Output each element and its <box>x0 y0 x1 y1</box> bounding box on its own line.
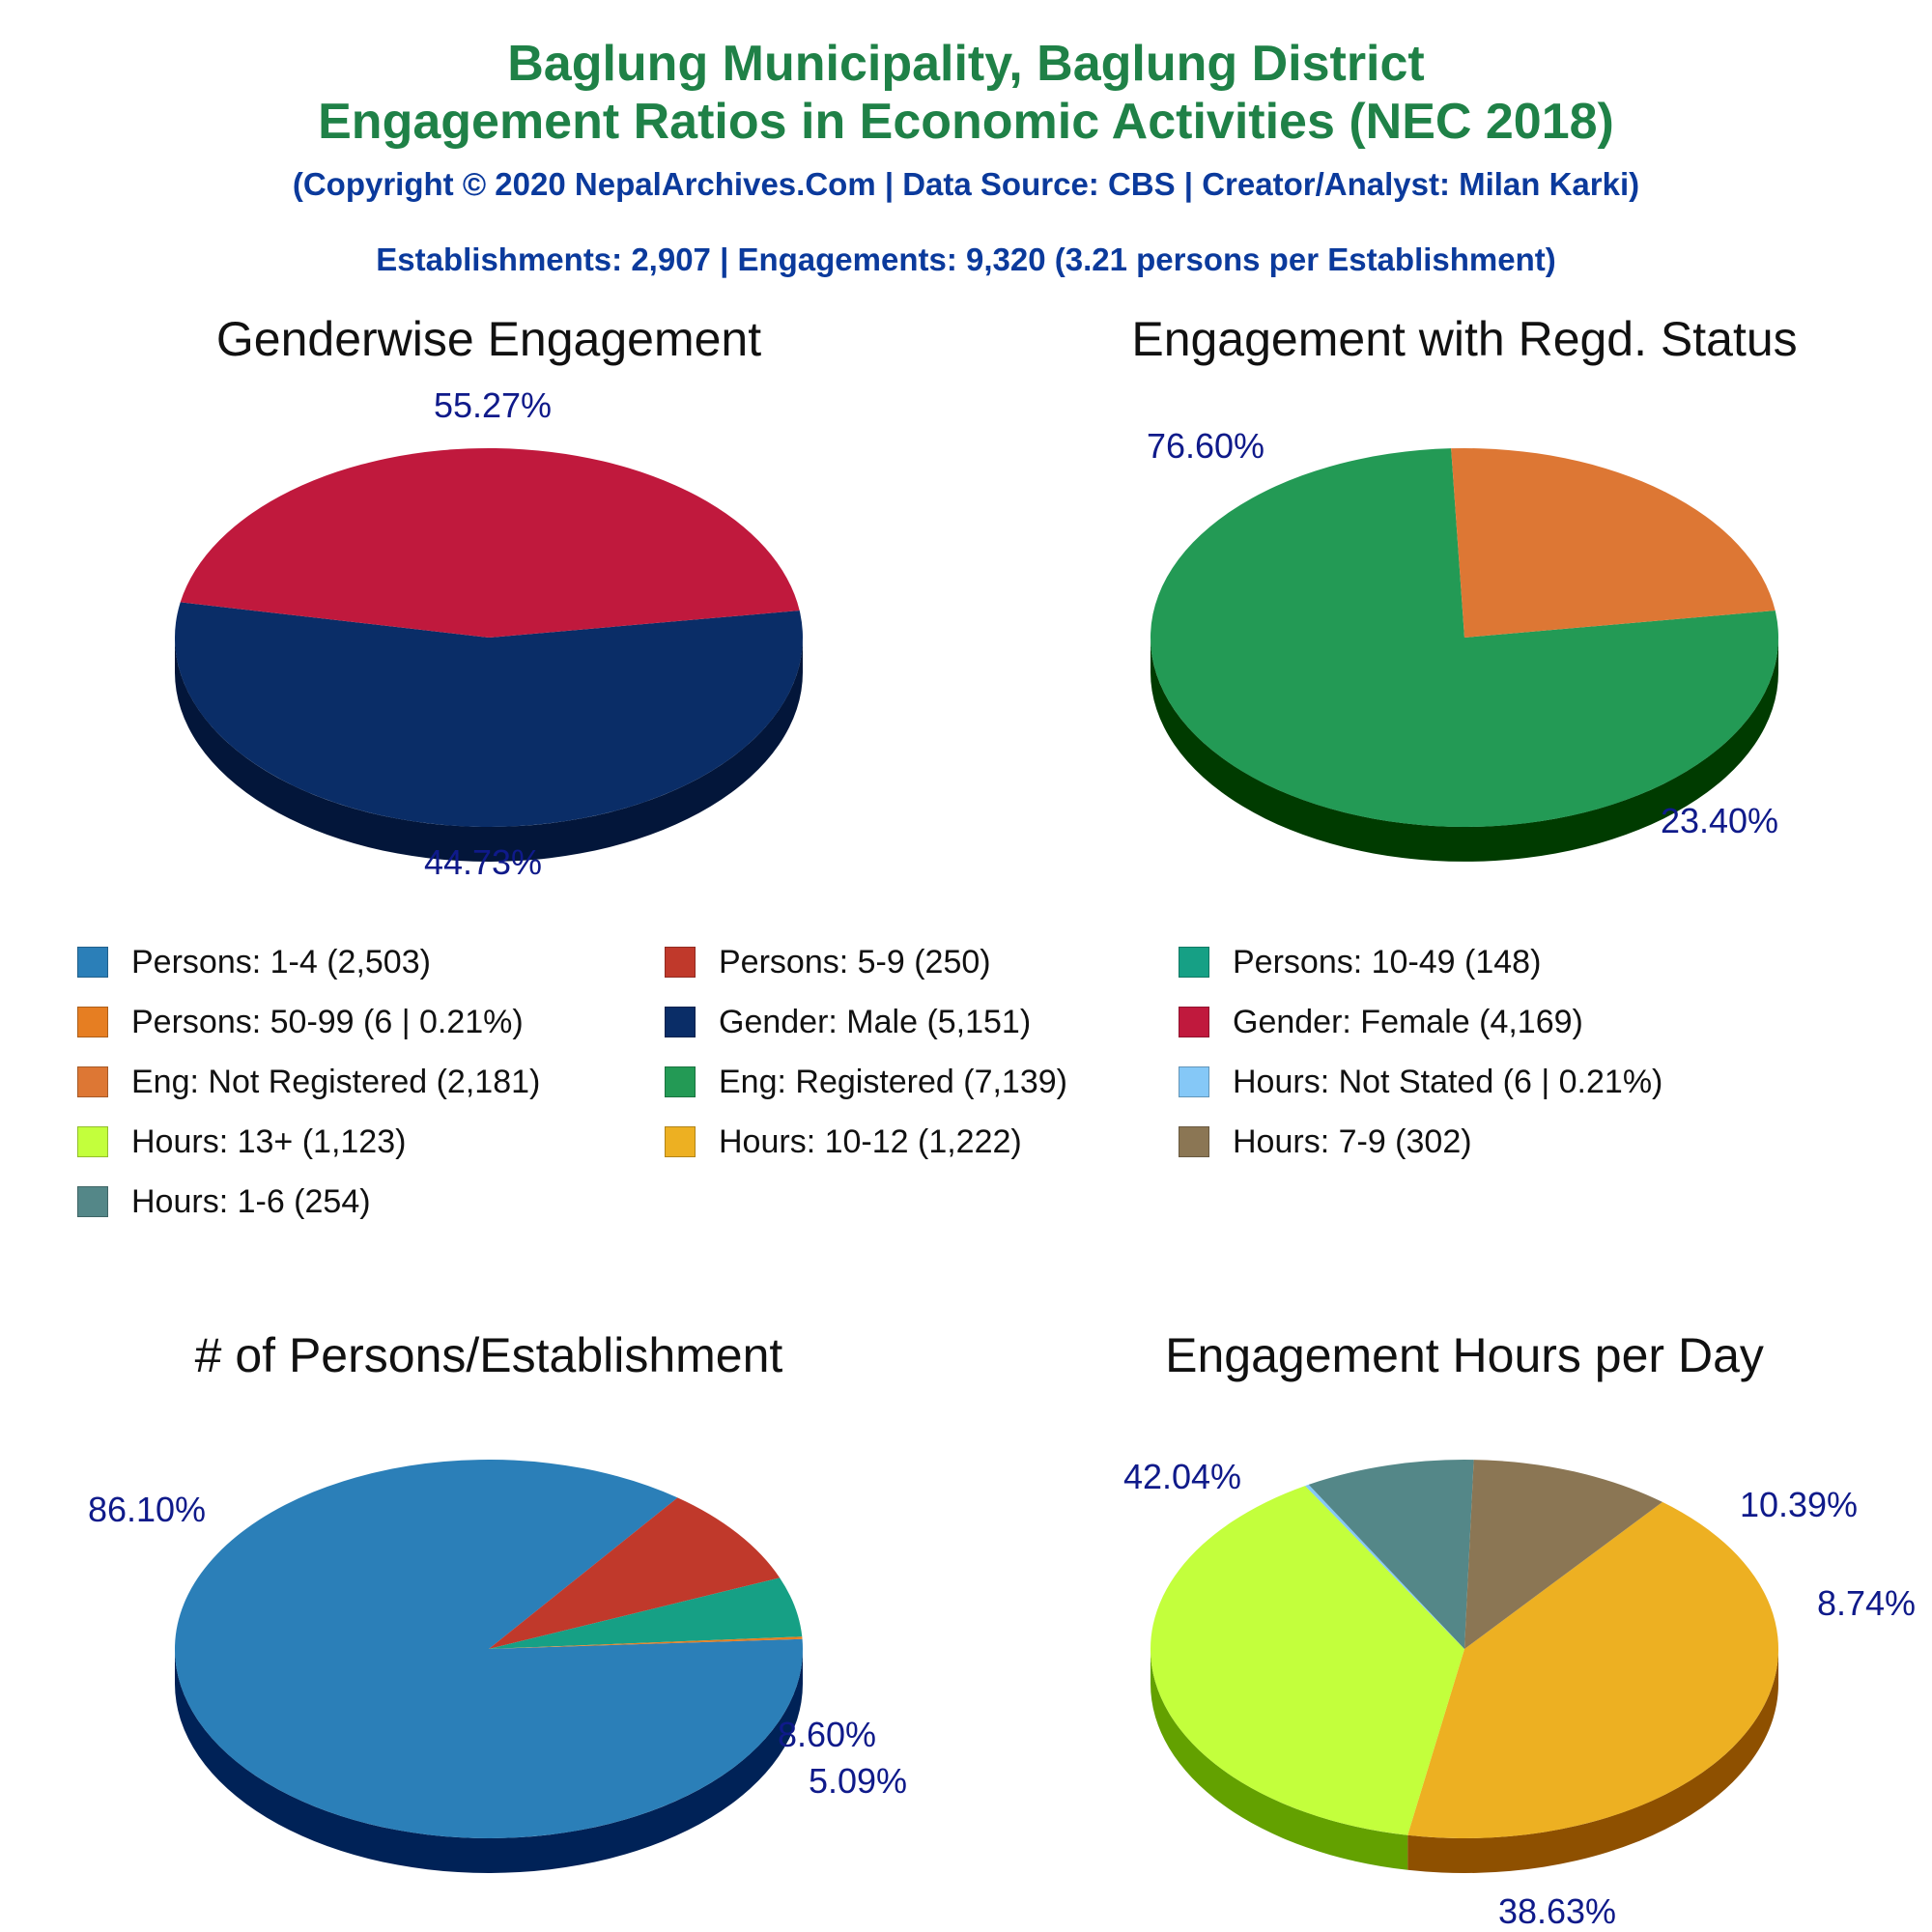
legend-label: Gender: Female (4,169) <box>1233 1003 1583 1040</box>
pie-slice <box>175 1459 804 1838</box>
chart-title: Engagement with Regd. Status <box>1131 312 1797 366</box>
legend-item: Hours: 10-12 (1,222) <box>665 1122 1022 1161</box>
legend-label: Gender: Male (5,151) <box>719 1003 1032 1040</box>
legend-swatch <box>665 1007 696 1037</box>
pie-percent-label: 23.40% <box>1661 801 1778 840</box>
pie-slice <box>489 1636 803 1649</box>
main-title-line2: Engagement Ratios in Economic Activities… <box>318 94 1614 150</box>
legend-swatch <box>665 947 696 978</box>
pie-slice-side <box>175 638 803 862</box>
pie-slice-side <box>1407 1649 1778 1873</box>
legend-item: Hours: 1-6 (254) <box>77 1182 371 1221</box>
main-title-line1: Baglung Municipality, Baglung District <box>507 36 1425 92</box>
legend-item: Gender: Male (5,151) <box>665 1003 1031 1041</box>
legend-label: Persons: 50-99 (6 | 0.21%) <box>131 1003 524 1040</box>
pie-slice <box>174 602 803 828</box>
pie-percent-label: 8.74% <box>1817 1583 1916 1623</box>
legend-item: Persons: 5-9 (250) <box>665 943 991 981</box>
pie-percent-label: 10.39% <box>1740 1485 1858 1524</box>
legend-swatch <box>77 947 108 978</box>
legend-swatch <box>1179 947 1209 978</box>
pie-slice <box>180 447 800 638</box>
pie-slice-side <box>1151 638 1778 862</box>
legend-item: Hours: 13+ (1,123) <box>77 1122 406 1161</box>
pie-slice <box>1407 1501 1778 1838</box>
legend-item: Hours: Not Stated (6 | 0.21%) <box>1179 1063 1662 1101</box>
legend-swatch <box>665 1126 696 1157</box>
pie-slice <box>489 1577 803 1649</box>
legend-item: Eng: Registered (7,139) <box>665 1063 1067 1101</box>
legend-swatch <box>77 1126 108 1157</box>
legend-swatch <box>77 1007 108 1037</box>
legend-item: Gender: Female (4,169) <box>1179 1003 1583 1041</box>
pie-slice <box>1305 1484 1464 1649</box>
pie-percent-label: 76.60% <box>1147 426 1264 466</box>
legend-label: Eng: Registered (7,139) <box>719 1063 1067 1100</box>
summary-line: Establishments: 2,907 | Engagements: 9,3… <box>376 242 1556 277</box>
pie-chart: Engagement Hours per Day 42.04% 38.63% 8.74… <box>1123 1328 1916 1931</box>
legend-item: Persons: 50-99 (6 | 0.21%) <box>77 1003 524 1041</box>
pie-slice <box>489 1497 781 1649</box>
pie-slice <box>1464 1460 1662 1649</box>
legend-swatch <box>77 1186 108 1217</box>
legend-label: Persons: 5-9 (250) <box>719 943 991 980</box>
chart-title: Genderwise Engagement <box>216 312 761 366</box>
pie-slice <box>1151 1486 1464 1835</box>
pie-slice <box>1308 1460 1474 1649</box>
legend-swatch <box>1179 1007 1209 1037</box>
legend-swatch <box>77 1066 108 1097</box>
pie-chart: Engagement with Regd. Status 76.60% 23.40% <box>1131 312 1798 862</box>
legend-item: Persons: 10-49 (148) <box>1179 943 1541 981</box>
pie-percent-label: 44.73% <box>424 842 542 882</box>
copyright-line: (Copyright © 2020 NepalArchives.Com | Da… <box>292 166 1640 202</box>
legend-label: Hours: Not Stated (6 | 0.21%) <box>1233 1063 1663 1100</box>
legend-label: Eng: Not Registered (2,181) <box>131 1063 541 1100</box>
pie-slice-side <box>175 1649 803 1873</box>
pie-chart: Genderwise Engagement 55.27% 44.73% <box>174 312 803 882</box>
pie-slice <box>1451 448 1776 638</box>
chart-title: # of Persons/Establishment <box>195 1328 783 1382</box>
pie-percent-label: 55.27% <box>434 385 552 425</box>
legend-label: Hours: 13+ (1,123) <box>131 1122 407 1160</box>
legend-label: Hours: 7-9 (302) <box>1233 1122 1472 1160</box>
legend-item: Persons: 1-4 (2,503) <box>77 943 431 981</box>
pie-percent-label: 5.09% <box>809 1761 907 1801</box>
pie-slice-side <box>1151 1649 1408 1870</box>
legend-swatch <box>1179 1066 1209 1097</box>
pie-percent-label: 8.60% <box>778 1715 876 1754</box>
legend-label: Hours: 10-12 (1,222) <box>719 1122 1022 1160</box>
legend-label: Persons: 1-4 (2,503) <box>131 943 431 980</box>
legend-swatch <box>1179 1126 1209 1157</box>
pie-percent-label: 42.04% <box>1123 1457 1241 1496</box>
legend-item: Hours: 7-9 (302) <box>1179 1122 1472 1161</box>
legend-item: Eng: Not Registered (2,181) <box>77 1063 540 1101</box>
legend-swatch <box>665 1066 696 1097</box>
legend-label: Hours: 1-6 (254) <box>131 1182 371 1220</box>
chart-title: Engagement Hours per Day <box>1165 1328 1764 1382</box>
pie-chart: # of Persons/Establishment 86.10% 8.60% 5.0… <box>88 1328 907 1873</box>
pie-percent-label: 38.63% <box>1498 1891 1616 1931</box>
pie-slice <box>1151 448 1778 828</box>
legend-label: Persons: 10-49 (148) <box>1233 943 1542 980</box>
pie-percent-label: 86.10% <box>88 1490 206 1529</box>
